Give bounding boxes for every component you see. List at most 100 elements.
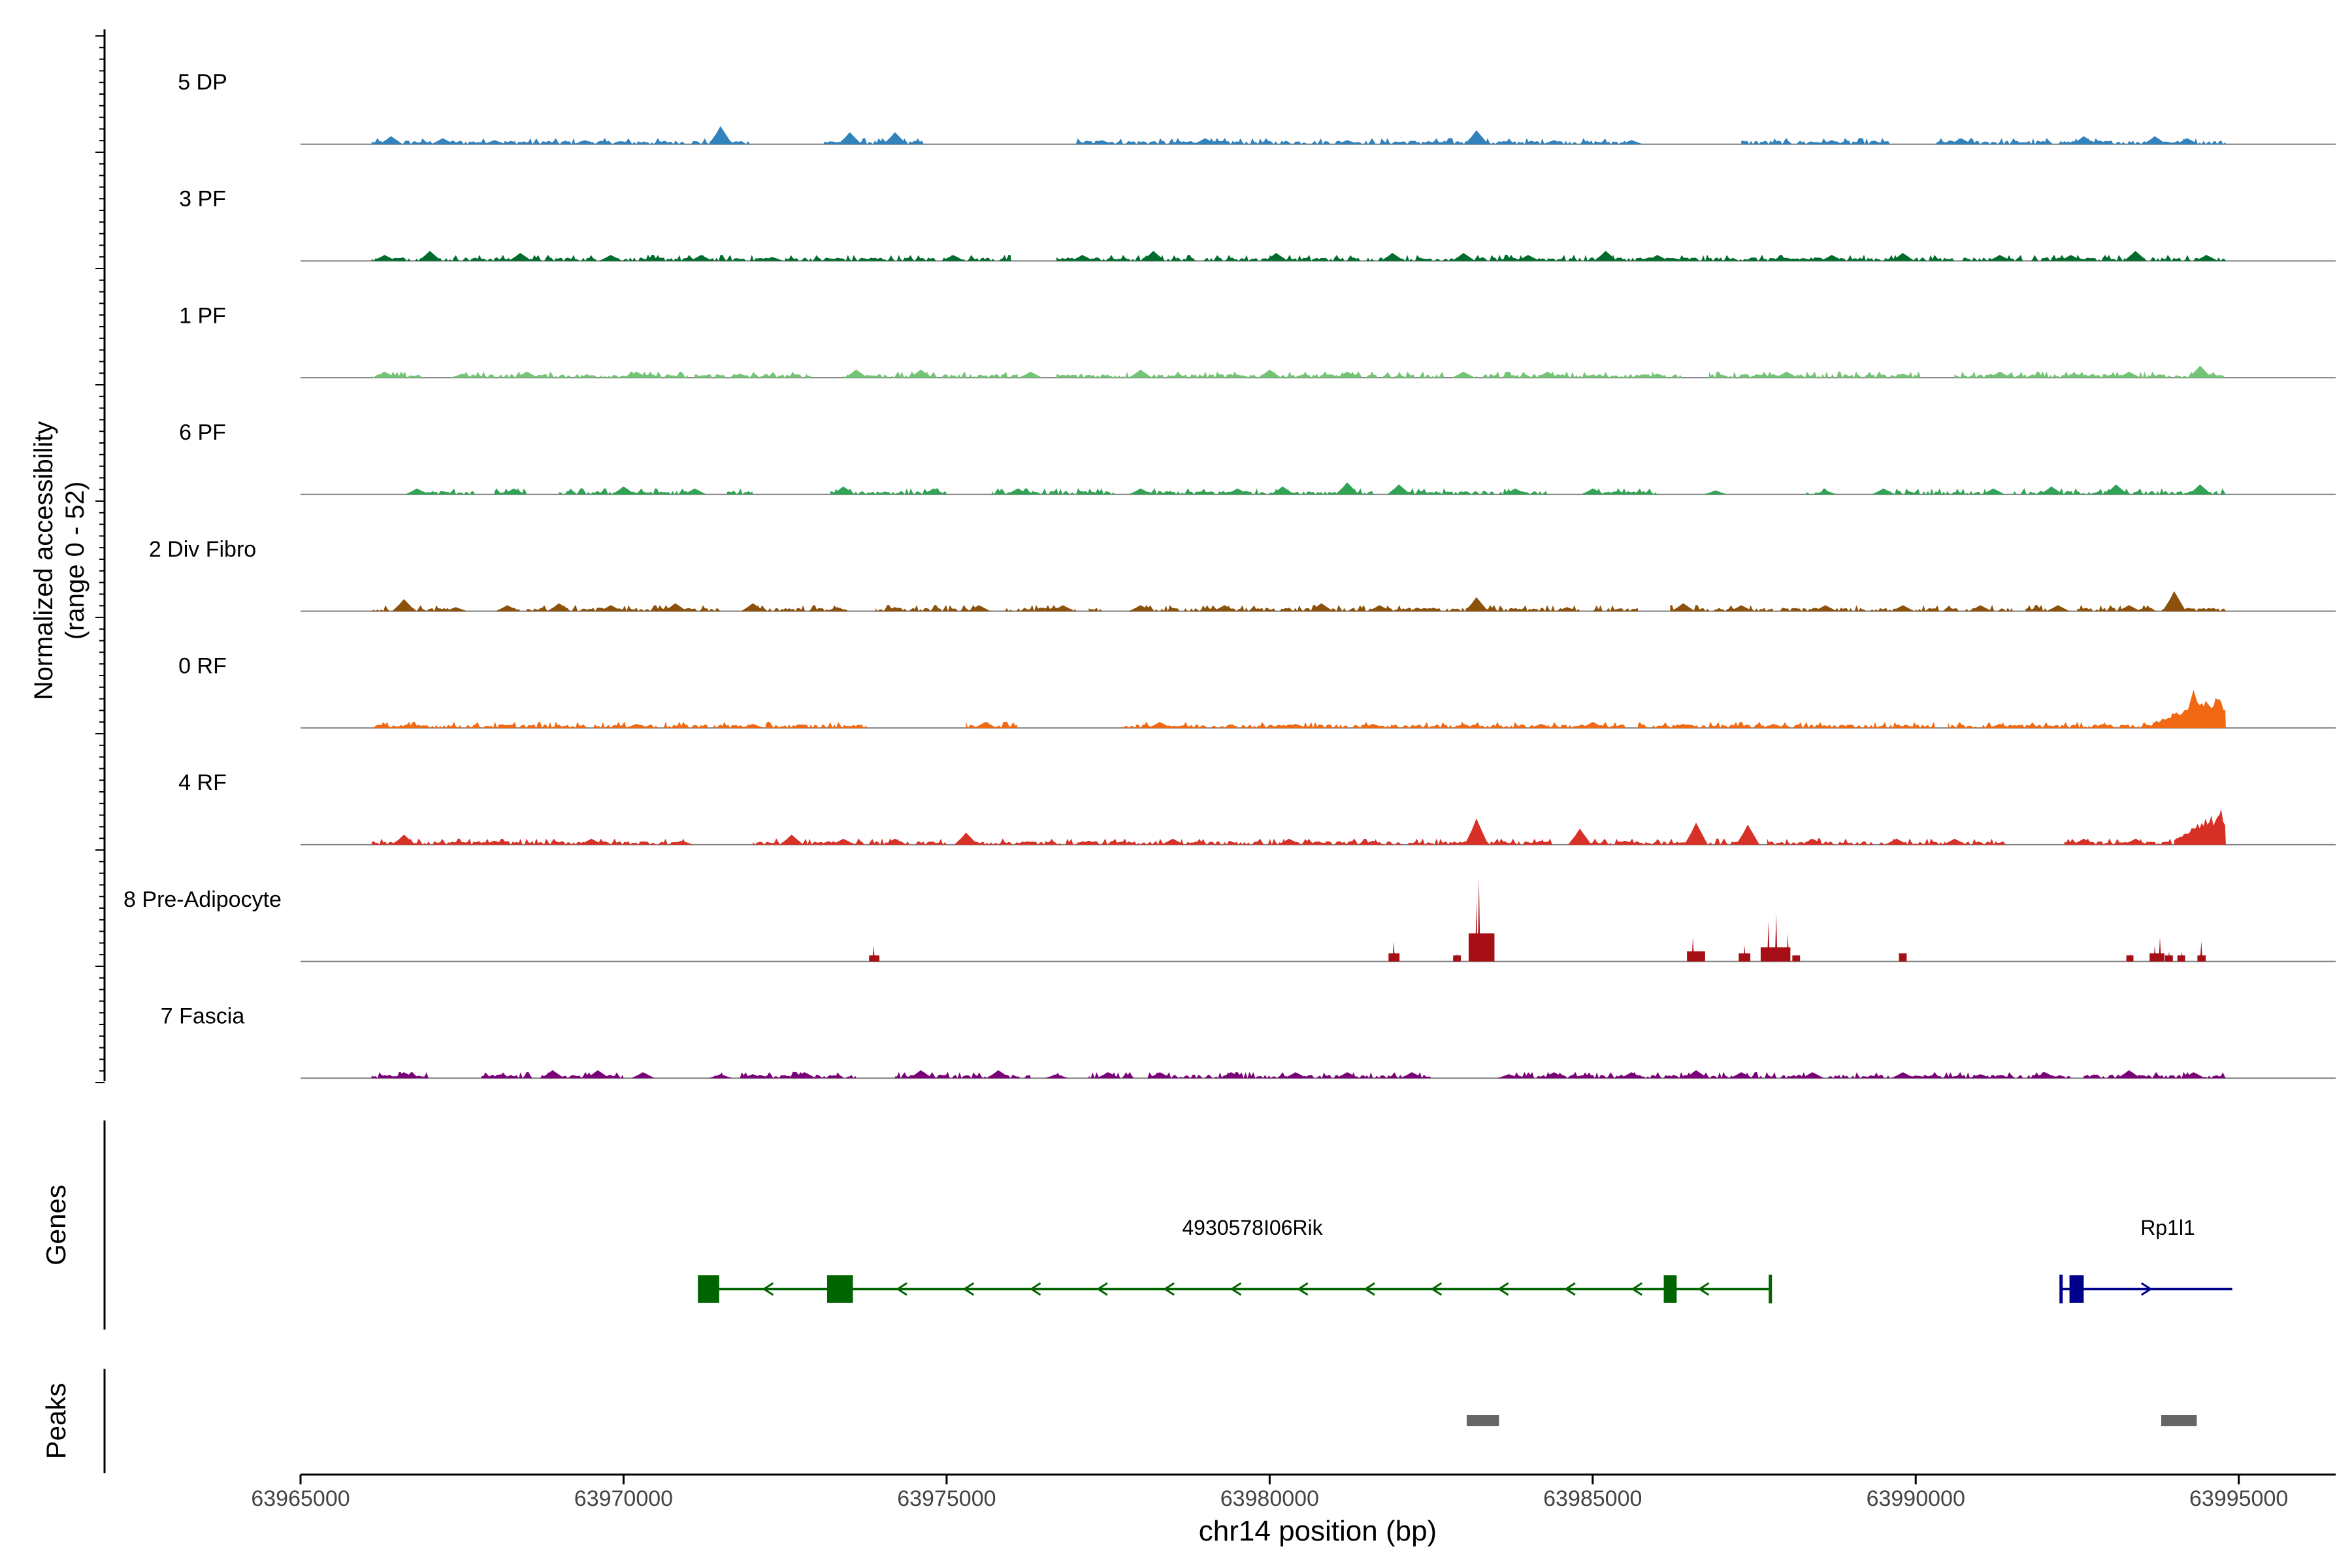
coverage-peak <box>670 840 694 845</box>
coverage-peak <box>405 488 429 495</box>
coverage-peak <box>2195 255 2219 261</box>
coverage-peak <box>1786 933 1789 962</box>
coverage-peak <box>2117 371 2141 378</box>
coverage-peak <box>1045 1074 1068 1079</box>
coverage-peak <box>1128 369 1152 378</box>
track-5-dp: 5 DP <box>178 70 2336 145</box>
coverage-peak <box>489 1074 513 1079</box>
coverage-peak <box>1464 130 1488 144</box>
coverage-peak <box>2181 1072 2206 1079</box>
coverage-peak <box>741 1074 765 1079</box>
coverage-peak <box>392 599 416 612</box>
coverage-peak <box>825 607 849 612</box>
coverage-peak <box>831 838 855 845</box>
coverage-peak <box>1901 953 1904 962</box>
coverage-peak <box>431 138 455 144</box>
coverage-peak <box>922 488 946 495</box>
coverage-peak <box>941 255 965 261</box>
coverage-peak <box>2039 486 2063 495</box>
coverage-peak <box>760 257 784 261</box>
coverage-peak <box>1497 1074 1521 1079</box>
coverage-peak <box>1452 253 1475 261</box>
coverage-peak <box>1891 1072 1915 1079</box>
coverage-peak <box>482 140 506 144</box>
coverage-peak <box>1761 724 1786 728</box>
coverage-tail <box>2174 809 2226 845</box>
track-4-rf: 4 RF <box>178 770 2336 845</box>
coverage-peak <box>1141 251 1166 261</box>
coverage-peak <box>741 603 765 612</box>
coverage-peak <box>728 373 752 378</box>
x-axis-label: chr14 position (bp) <box>1199 1515 1437 1547</box>
coverage-peak <box>954 832 978 845</box>
coverage-area <box>417 488 2226 495</box>
coverage-peak <box>372 371 397 378</box>
coverage-area <box>371 254 2226 261</box>
coverage-peak <box>1684 1070 1708 1079</box>
coverage-peak <box>741 724 765 728</box>
coverage-peak <box>1452 371 1475 378</box>
coverage-peak <box>1691 937 1695 962</box>
track-1-pf: 1 PF <box>179 303 2336 379</box>
coverage-peak <box>909 1070 933 1079</box>
coverage-peak <box>1671 724 1695 728</box>
coverage-peak <box>1335 482 1359 495</box>
strand-arrow <box>1497 1282 1509 1296</box>
coverage-peak <box>1645 255 1669 261</box>
coverage-peak <box>612 486 636 495</box>
coverage-peak <box>1361 840 1385 845</box>
strand-arrow <box>1230 1282 1242 1296</box>
peaks-track-label: Peaks <box>41 1383 71 1460</box>
coverage-peak <box>1535 371 1560 378</box>
coverage-peak <box>1891 605 1915 612</box>
coverage-peak <box>1529 840 1553 845</box>
coverage-peak <box>967 605 991 612</box>
coverage-peak <box>883 838 907 845</box>
coverage-peak <box>2153 945 2157 962</box>
coverage-peak <box>1542 140 1566 144</box>
coverage-peak <box>1891 253 1915 261</box>
coverage-peak <box>1090 140 1114 144</box>
coverage-peak <box>1096 1072 1120 1079</box>
coverage-peak <box>1555 607 1579 612</box>
coverage-peak <box>502 488 526 495</box>
coverage-peak <box>1613 840 1637 845</box>
x-tick-label: 63995000 <box>2189 1486 2288 1511</box>
coverage-peak <box>844 369 868 378</box>
coverage-peak <box>1620 140 1644 144</box>
track-label: 2 Div Fibro <box>149 537 256 562</box>
coverage-peak <box>1871 488 1895 495</box>
coverage-peak <box>689 255 713 261</box>
strand-arrow <box>1564 1282 1576 1296</box>
coverage-peak <box>1684 823 1708 845</box>
coverage-peak <box>663 603 687 612</box>
track-3-pf: 3 PF <box>179 187 2336 262</box>
coverage-peak <box>2046 605 2070 612</box>
track-label: 0 RF <box>178 654 227 679</box>
track-label: 1 PF <box>179 303 226 328</box>
coverage-peak <box>417 251 442 261</box>
strand-arrow <box>1296 1282 1309 1296</box>
coverage-peak <box>838 726 862 728</box>
coverage-peak <box>872 945 875 962</box>
coverage-peak <box>2123 838 2148 845</box>
coverage-peak <box>1335 371 1359 378</box>
coverage-peak <box>1128 488 1152 495</box>
peak-regions <box>1466 1415 2197 1426</box>
peak-region <box>1466 1415 1499 1426</box>
coverage-peak <box>1820 255 1844 261</box>
coverage-peak <box>883 607 907 612</box>
coverage-peak <box>2180 951 2183 962</box>
coverage-peak <box>1475 901 1478 962</box>
coverage-peak <box>831 486 855 495</box>
coverage-peak <box>1258 369 1282 378</box>
coverage-peak <box>1005 488 1030 495</box>
coverage-peak <box>2072 838 2096 845</box>
coverage-bar <box>1792 955 1801 962</box>
gene-name-label: Rp1l1 <box>2140 1216 2195 1239</box>
coverage-peak <box>2200 941 2203 962</box>
coverage-peak <box>1884 838 1908 845</box>
coverage-peak <box>2167 951 2170 962</box>
coverage-peak <box>1645 373 1669 378</box>
gene-annotations: 4930578I06Rik Rp1l1 <box>698 1216 2232 1303</box>
